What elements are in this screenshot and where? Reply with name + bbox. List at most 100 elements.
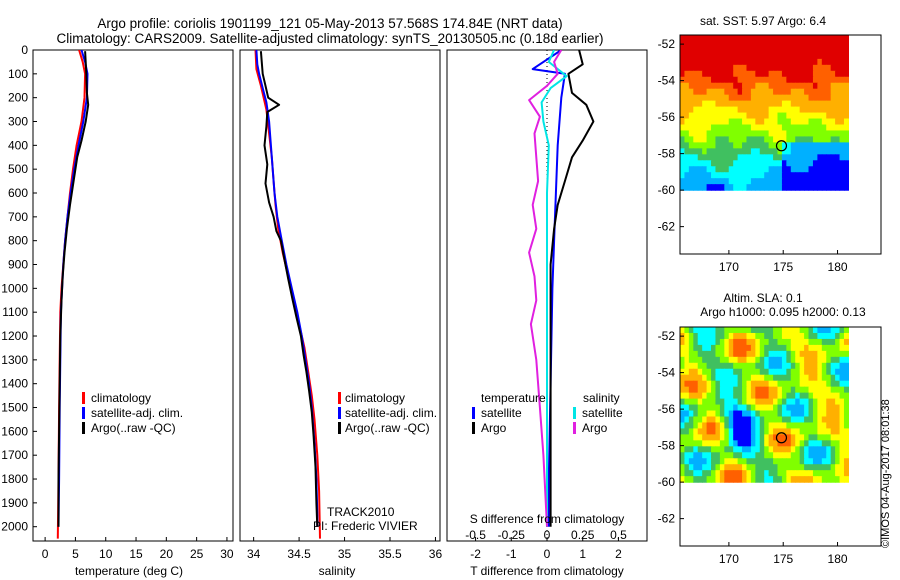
map-cell [711, 52, 717, 60]
map-cell [808, 94, 814, 102]
map-cell [746, 422, 752, 430]
map-cell [804, 52, 810, 60]
map-cell [812, 118, 818, 126]
map-cell [843, 118, 849, 126]
map-cell [680, 106, 686, 114]
map-cell [839, 64, 845, 72]
map-cell [737, 106, 743, 114]
map-cell [719, 476, 725, 483]
map-cell [684, 368, 690, 376]
map-cell [746, 154, 752, 161]
map-cell [795, 148, 801, 155]
temperature-legend: climatology satellite-adj. clim. Argo(..… [82, 391, 183, 435]
map-cell [808, 452, 814, 459]
map-cell [790, 52, 796, 60]
map-cell [804, 470, 810, 477]
map-cell [777, 476, 783, 483]
x2-tick-label: -0.25 [498, 528, 526, 542]
map-cell [830, 446, 836, 453]
map-cell [724, 184, 730, 191]
map-cell [711, 154, 717, 161]
map-cell [821, 130, 827, 138]
map-cell [777, 380, 783, 388]
map-cell [839, 154, 845, 161]
map-cell [821, 410, 827, 418]
map-cell [759, 344, 765, 352]
map-cell [830, 416, 836, 424]
map-cell [777, 100, 783, 108]
map-cell [724, 386, 730, 394]
map-cell [742, 428, 748, 435]
map-cell [742, 344, 748, 352]
map-cell [697, 416, 703, 424]
map-cell [839, 100, 845, 108]
map-cell [742, 160, 748, 167]
map-cell [777, 106, 783, 114]
map-cell [826, 476, 832, 483]
map-cell [764, 35, 770, 42]
map-cell [768, 160, 774, 167]
map-cell [781, 470, 787, 477]
map-cell [733, 142, 739, 149]
map-cell [684, 52, 690, 60]
map-cell [812, 130, 818, 138]
map-cell [728, 166, 734, 173]
map-cell [680, 154, 686, 161]
map-cell [688, 136, 694, 143]
map-cell [830, 124, 836, 132]
map-cell [764, 160, 770, 167]
map-cell [843, 422, 849, 430]
map-cell [835, 142, 841, 149]
map-cell [826, 148, 832, 155]
imos-timestamp: ©IMOS 04-Aug-2017 08:01:38 [880, 399, 892, 548]
map-cell [728, 64, 734, 72]
map-cell [835, 386, 841, 394]
map-cell [795, 446, 801, 453]
map-cell [843, 464, 849, 471]
map-cell [768, 52, 774, 60]
map-cell [719, 82, 725, 90]
map-cell [812, 446, 818, 453]
map-cell [795, 160, 801, 167]
map-cell [737, 88, 743, 96]
map-cell [808, 392, 814, 400]
map-cell [790, 446, 796, 453]
map-cell [737, 374, 743, 382]
map-cell [688, 470, 694, 477]
map-cell [808, 58, 814, 66]
map-cell [768, 118, 774, 126]
map-cell [821, 476, 827, 483]
map-cell [684, 178, 690, 185]
map-cell [781, 476, 787, 483]
map-cell [724, 100, 730, 108]
map-cell [697, 380, 703, 388]
map-cell [768, 416, 774, 424]
map-cell [804, 154, 810, 161]
map-cell [773, 142, 779, 149]
map-cell [839, 124, 845, 132]
map-cell [706, 124, 712, 132]
map-cell [843, 82, 849, 90]
map-cell [697, 356, 703, 364]
map-cell [680, 136, 686, 143]
map-cell [777, 166, 783, 173]
map-cell [786, 76, 792, 84]
sla-map-axes: 170 175 180-52-54-56-58-60-62 [658, 329, 848, 566]
map-cell [688, 64, 694, 72]
map-cell [795, 392, 801, 400]
map-cell [702, 398, 708, 406]
map-cell [715, 386, 721, 394]
map-cell [773, 404, 779, 412]
map-cell [781, 160, 787, 167]
map-cell [826, 338, 832, 346]
map-cell [835, 350, 841, 358]
map-cell [728, 118, 734, 126]
map-cell [755, 392, 761, 400]
sla-map [680, 327, 849, 483]
map-cell [830, 106, 836, 114]
depth-tick-label: 300 [8, 115, 28, 129]
map-cell [737, 148, 743, 155]
map-cell [777, 154, 783, 161]
map-cell [737, 172, 743, 179]
